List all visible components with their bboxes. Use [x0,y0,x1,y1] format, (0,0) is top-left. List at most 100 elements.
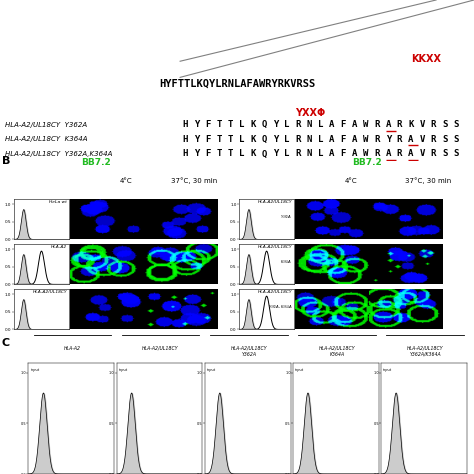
Text: R: R [431,149,436,158]
Text: Q: Q [262,135,267,144]
Text: T: T [216,149,222,158]
Text: HLA-A2/UL18CY: HLA-A2/UL18CY [258,246,292,249]
Text: input: input [118,368,128,372]
Text: R: R [295,149,301,158]
Text: HLA-A2: HLA-A2 [51,246,67,249]
Text: C: C [2,338,10,348]
Text: A: A [352,120,357,129]
Text: V: V [419,149,425,158]
Text: V: V [419,135,425,144]
Text: HeLa wt: HeLa wt [49,201,67,204]
Text: 37°C, 30 min: 37°C, 30 min [171,177,217,184]
Text: V: V [419,120,425,129]
Text: S: S [453,135,459,144]
Text: 4°C: 4°C [119,178,132,183]
Text: KKXX: KKXX [411,55,442,64]
Text: R: R [374,120,380,129]
Text: R: R [374,149,380,158]
Text: K: K [408,120,413,129]
Text: A: A [329,120,335,129]
Text: HLA-A2/UL18CY
Y362A/K364A: HLA-A2/UL18CY Y362A/K364A [407,346,444,357]
Text: HLA-A2/UL18CY  Y362A: HLA-A2/UL18CY Y362A [5,122,87,128]
Text: input: input [30,368,39,372]
Text: Y: Y [194,149,199,158]
Text: HLA-A2/UL18CY  K364A: HLA-A2/UL18CY K364A [5,137,87,142]
Text: BB7.2: BB7.2 [352,158,382,167]
Text: HLA-A2/UL18CY
Y362A: HLA-A2/UL18CY Y362A [230,346,267,357]
Text: H: H [182,135,188,144]
Text: HLA-A2/UL18CY  Y362A,K364A: HLA-A2/UL18CY Y362A,K364A [5,151,112,157]
Text: Y: Y [273,135,278,144]
Text: T: T [228,149,233,158]
Text: input: input [207,368,216,372]
Text: S: S [442,120,447,129]
Text: Y: Y [194,120,199,129]
Text: input: input [383,368,392,372]
Text: input: input [295,368,304,372]
Text: R: R [295,135,301,144]
Text: HLA-A2/UL18CY: HLA-A2/UL18CY [258,291,292,294]
Text: N: N [307,120,312,129]
Text: F: F [340,135,346,144]
Text: F: F [340,120,346,129]
Text: N: N [307,149,312,158]
Text: R: R [397,135,402,144]
Text: H: H [182,149,188,158]
Text: $Y_{362}A,K_{364}A$: $Y_{362}A,K_{364}A$ [268,303,292,311]
Text: A: A [408,135,413,144]
Text: A: A [408,149,413,158]
Text: 37°C, 30 min: 37°C, 30 min [405,177,451,184]
Text: K: K [250,149,255,158]
Text: L: L [239,149,244,158]
Text: T: T [216,120,222,129]
Text: R: R [397,149,402,158]
Text: A: A [329,149,335,158]
Text: L: L [239,135,244,144]
Text: A: A [329,135,335,144]
Text: L: L [284,135,290,144]
Text: HYFTTLKQYLRNLAFAWRYRKVRSS: HYFTTLKQYLRNLAFAWRYRKVRSS [159,79,315,89]
Text: A: A [352,149,357,158]
Text: A: A [352,135,357,144]
Text: L: L [318,149,323,158]
Text: K: K [250,120,255,129]
Text: R: R [374,135,380,144]
Text: T: T [228,120,233,129]
Text: L: L [284,120,290,129]
Text: F: F [205,120,210,129]
Text: Q: Q [262,149,267,158]
Text: S: S [453,120,459,129]
Text: HLA-A2/UL18CY: HLA-A2/UL18CY [33,291,67,294]
Text: HLA-A2/UL18CY: HLA-A2/UL18CY [142,346,179,351]
Text: L: L [318,120,323,129]
Text: Q: Q [262,120,267,129]
Text: A: A [385,120,391,129]
Text: F: F [340,149,346,158]
Text: L: L [239,120,244,129]
Text: Y: Y [385,135,391,144]
Text: B: B [2,156,10,166]
Text: $Y_{362}$A: $Y_{362}$A [280,213,292,221]
Text: HLA-A2: HLA-A2 [64,346,81,351]
Text: R: R [295,120,301,129]
Text: W: W [363,149,368,158]
Text: BB7.2: BB7.2 [82,158,111,167]
Text: N: N [307,135,312,144]
Text: L: L [284,149,290,158]
Text: R: R [431,135,436,144]
Text: A: A [385,149,391,158]
Text: R: R [431,120,436,129]
Text: W: W [363,120,368,129]
Text: Y: Y [273,149,278,158]
Text: 4°C: 4°C [345,178,357,183]
Text: R: R [397,120,402,129]
Text: Y: Y [273,120,278,129]
Text: L: L [318,135,323,144]
Text: T: T [216,135,222,144]
Text: T: T [228,135,233,144]
Text: Y: Y [194,135,199,144]
Text: S: S [442,149,447,158]
Text: HLA-A2/UL18CY
K364A: HLA-A2/UL18CY K364A [319,346,356,357]
Text: K: K [250,135,255,144]
Text: S: S [453,149,459,158]
